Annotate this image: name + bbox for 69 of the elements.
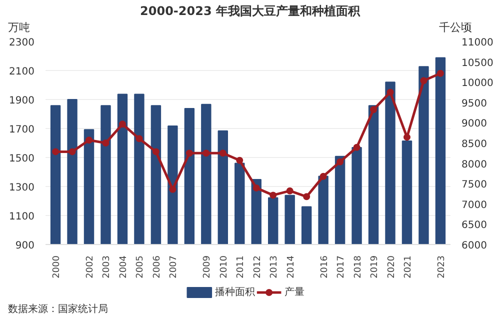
point (186, 150, 193, 157)
point (52, 148, 60, 156)
x-tick-label: 2021 (403, 256, 414, 278)
point (68, 148, 76, 156)
legend-label: 产量 (284, 286, 304, 298)
x-tick-label: 2000 (52, 255, 62, 278)
chart-title: 2000-2023 年我国大豆产量和种植面积 (140, 3, 360, 20)
y2-tick-label: 11000 (462, 38, 494, 48)
x-tick-label: 2005 (136, 256, 146, 278)
x-tick-label: 2016 (320, 255, 330, 278)
y2-tick-label: 9500 (462, 98, 487, 110)
point (386, 88, 394, 96)
y2-tick-label: 7500 (462, 180, 487, 191)
x-tick-label: 2004 (118, 255, 129, 278)
x-tick-label: 2011 (236, 256, 246, 278)
point (420, 77, 428, 84)
point (152, 148, 160, 156)
point (86, 136, 93, 144)
point (219, 150, 226, 157)
x-tick-label: 2018 (353, 255, 364, 278)
point (403, 134, 410, 141)
x-tick-label: 2019 (370, 255, 380, 278)
x-tick-label: 2003 (102, 256, 112, 278)
point (169, 186, 176, 193)
point (252, 184, 260, 192)
y2-tick-label: 8500 (462, 139, 487, 150)
y2-tick-label: 10000 (462, 78, 494, 90)
point (102, 140, 110, 146)
y-axis-title: 万吨 (8, 20, 30, 36)
point (202, 150, 210, 157)
y2-tick-label: 7000 (462, 200, 487, 211)
point (286, 187, 294, 194)
point (136, 135, 143, 142)
point (320, 172, 327, 180)
y-tick-label: 1500 (9, 154, 35, 164)
point (303, 193, 310, 200)
point (270, 192, 277, 199)
y-tick-label: 900 (15, 240, 35, 252)
x-tick-label: 2010 (219, 255, 230, 278)
x-tick-label: 2013 (270, 256, 280, 278)
x-tick-label: 2006 (152, 255, 162, 278)
point (118, 120, 126, 128)
y-tick-label: 2100 (9, 66, 35, 78)
x-tick-label: 2012 (252, 256, 263, 278)
y2-tick-label: 10500 (462, 58, 494, 69)
legend-label: 播种面积 (214, 286, 255, 298)
y2-axis-title: 千公顷 (439, 20, 472, 36)
point (336, 158, 344, 166)
x-tick-label: 2017 (336, 256, 347, 278)
x-tick-label: 2020 (386, 255, 397, 278)
y-tick-label: 1300 (9, 182, 35, 194)
point (436, 70, 444, 77)
point (370, 106, 378, 114)
x-tick-label: 2007 (169, 256, 180, 278)
x-tick-label: 2002 (86, 256, 96, 278)
y2-tick-label: 8000 (462, 159, 487, 170)
y-tick-label: 1900 (9, 96, 35, 106)
x-tick-label: 2009 (202, 255, 213, 278)
y-tick-label: 2300 (9, 38, 35, 48)
point (353, 144, 360, 151)
point (236, 156, 244, 164)
y2-tick-label: 6500 (462, 220, 487, 232)
y-tick-label: 1700 (9, 124, 35, 136)
x-tick-label: 2023 (436, 256, 447, 278)
source-note: 数据来源：国家统计局 (8, 303, 108, 317)
y2-tick-label: 6000 (462, 240, 487, 252)
x-tick-label: 2014 (286, 255, 296, 278)
y-tick-label: 1100 (9, 212, 35, 222)
y2-tick-label: 9000 (462, 118, 487, 130)
